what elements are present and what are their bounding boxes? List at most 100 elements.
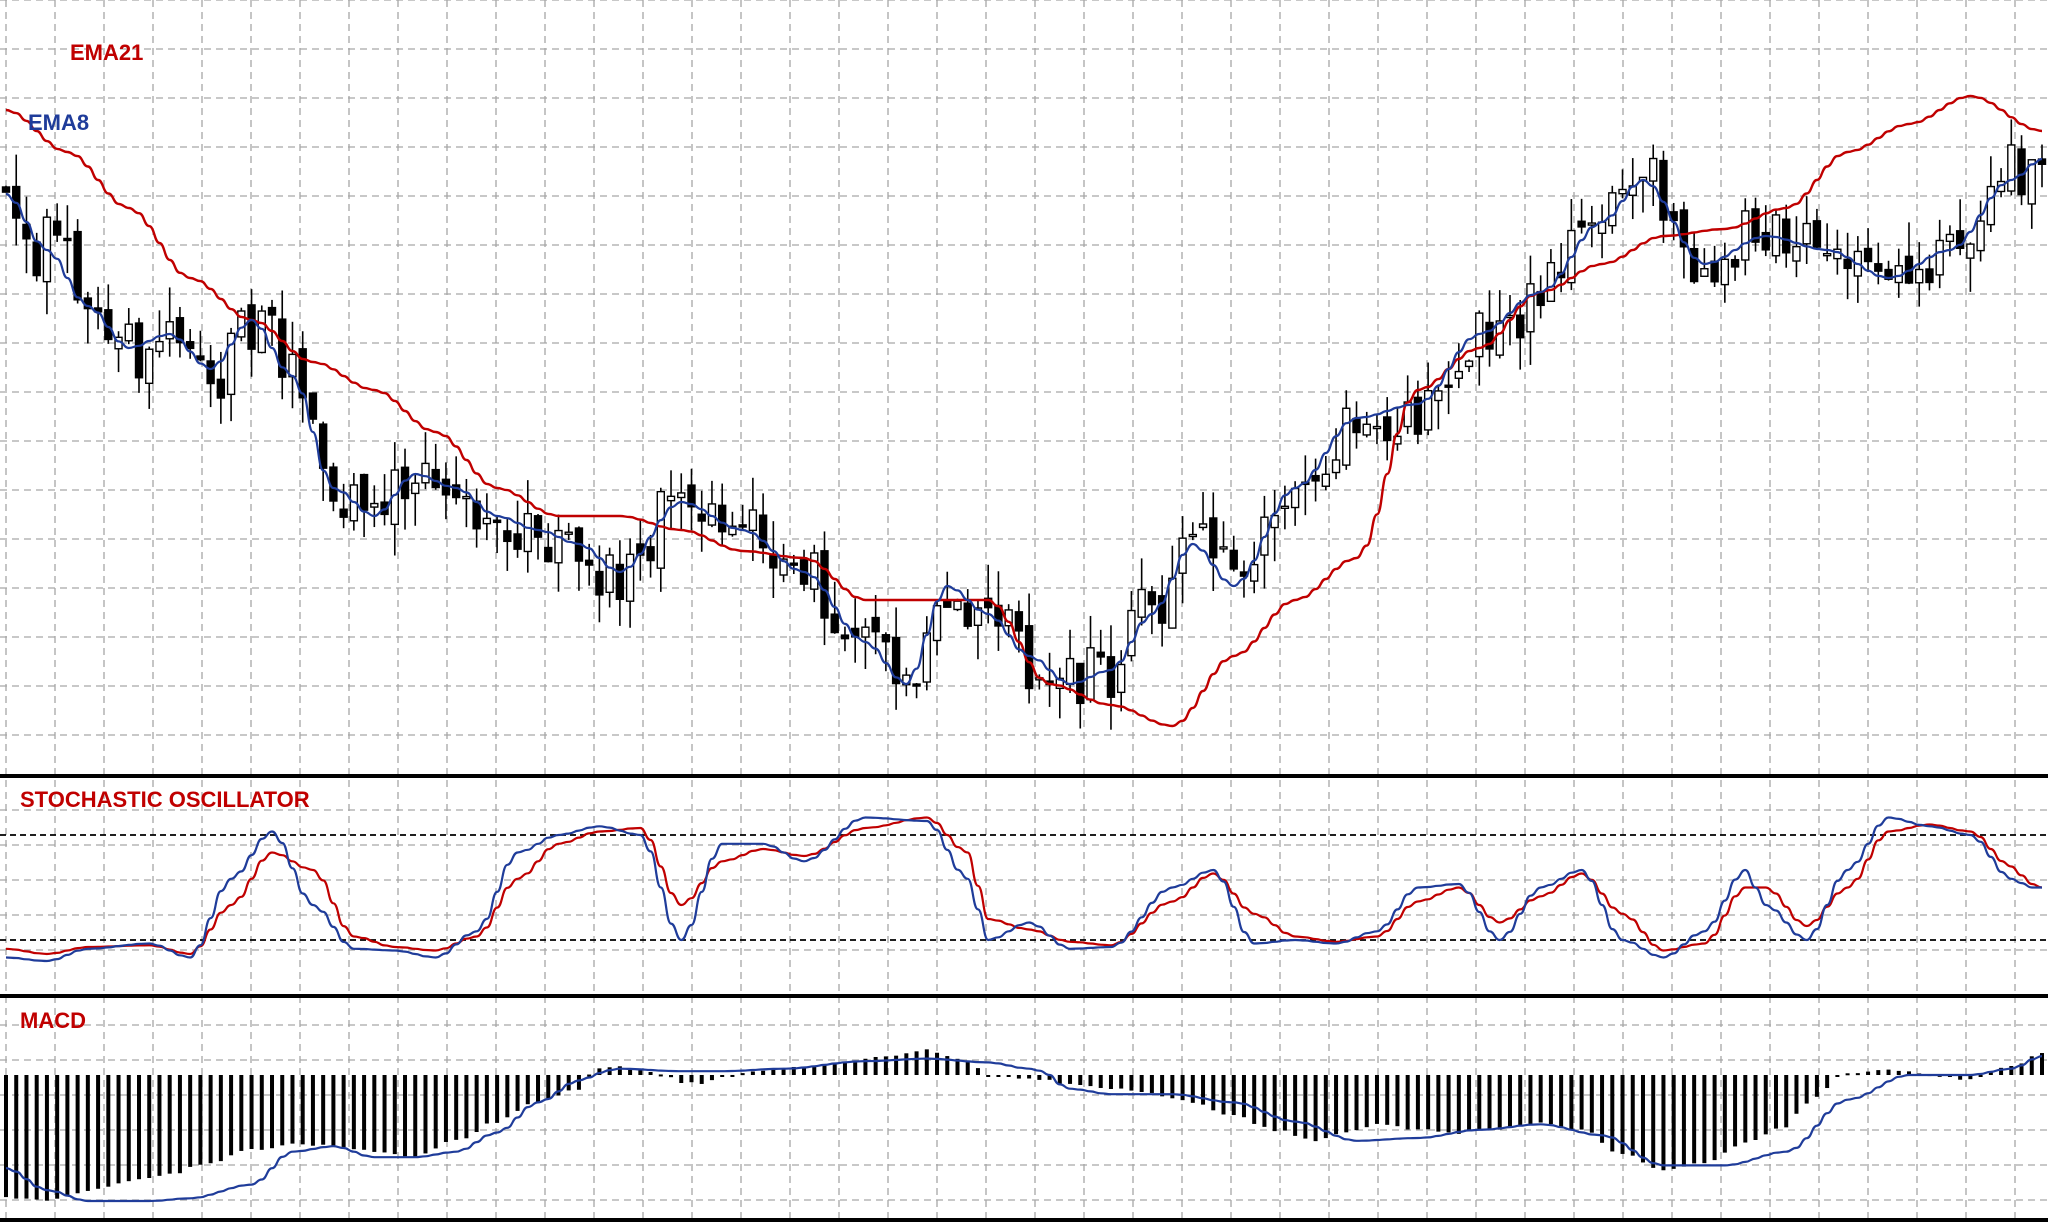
- macd-histogram-bar: [1896, 1070, 1901, 1075]
- macd-histogram-bar: [1661, 1075, 1666, 1171]
- candle-bearish: [584, 559, 594, 566]
- macd-histogram-bar: [249, 1075, 254, 1150]
- macd-histogram-bar: [1610, 1075, 1615, 1152]
- candle-bullish: [462, 495, 471, 500]
- candle-bullish: [1587, 222, 1597, 226]
- macd-histogram-bar: [771, 1069, 776, 1075]
- candle-bearish: [1106, 656, 1116, 698]
- candle-bearish: [52, 220, 62, 236]
- stochastic-title: STOCHASTIC OSCILLATOR: [20, 787, 310, 812]
- macd-histogram-bar: [536, 1075, 541, 1103]
- macd-histogram-bar: [1794, 1075, 1799, 1114]
- macd-histogram-bar: [1743, 1075, 1748, 1143]
- macd-histogram-bar: [1630, 1075, 1635, 1156]
- candle-bullish: [1454, 370, 1464, 379]
- candle-bullish: [728, 525, 737, 536]
- candle-bullish: [1792, 245, 1801, 262]
- macd-histogram-bar: [648, 1071, 653, 1075]
- macd-histogram-bar: [1078, 1075, 1083, 1085]
- candle-bearish: [32, 241, 41, 277]
- candle-bullish: [666, 495, 676, 502]
- macd-histogram-bar: [1006, 1075, 1011, 1077]
- candle-bearish: [1096, 651, 1105, 658]
- candle-bullish: [1198, 523, 1208, 529]
- candle-bullish: [1915, 268, 1924, 284]
- macd-histogram-bar: [975, 1068, 980, 1075]
- macd-histogram-bar: [1988, 1071, 1993, 1075]
- candle-bearish: [758, 514, 768, 549]
- macd-histogram-bar: [1344, 1075, 1349, 1133]
- macd-histogram-bar: [720, 1075, 725, 1077]
- candle-bullish: [973, 607, 983, 627]
- candle-bearish: [1014, 611, 1024, 632]
- candle-bullish: [1127, 609, 1136, 657]
- macd-histogram-bar: [270, 1075, 275, 1149]
- candle-bearish: [63, 237, 72, 242]
- candle-bullish: [932, 605, 942, 642]
- macd-histogram-bar: [351, 1075, 356, 1150]
- candle-bearish: [871, 616, 880, 633]
- macd-histogram-bar: [1477, 1075, 1482, 1131]
- macd-histogram-bar: [1681, 1075, 1686, 1167]
- candle-bullish: [1618, 188, 1627, 195]
- macd-histogram-bar: [576, 1075, 581, 1090]
- macd-histogram-bar: [75, 1075, 80, 1194]
- candle-bearish: [1874, 263, 1883, 272]
- candle-bullish: [1250, 563, 1259, 582]
- candle-bearish: [339, 508, 348, 518]
- candle-bullish: [677, 492, 686, 499]
- candle-bullish: [1423, 389, 1433, 431]
- candle-bullish: [810, 552, 819, 590]
- macd-histogram-bar: [730, 1074, 735, 1077]
- macd-histogram-bar: [1129, 1075, 1134, 1091]
- macd-histogram-bar: [587, 1074, 592, 1077]
- macd-histogram-bar: [1733, 1075, 1738, 1147]
- candle-bullish: [1802, 222, 1811, 245]
- macd-histogram-bar: [1313, 1075, 1318, 1142]
- stochastic-k-line: [5, 816, 2042, 963]
- candle-bearish: [380, 501, 389, 516]
- macd-histogram-bar: [1528, 1075, 1533, 1125]
- candle-bullish: [165, 321, 174, 340]
- macd-histogram-bar: [1559, 1075, 1564, 1127]
- macd-histogram-bar: [1784, 1075, 1789, 1128]
- candle-bullish: [1649, 157, 1658, 182]
- candle-bearish: [697, 513, 706, 522]
- candle-bullish: [1526, 283, 1535, 333]
- macd-histogram-bar: [1589, 1075, 1594, 1133]
- candle-bearish: [73, 230, 82, 301]
- macd-histogram-bar: [863, 1058, 868, 1075]
- macd-histogram-bar: [1180, 1075, 1185, 1101]
- macd-histogram-bar: [2040, 1053, 2044, 1075]
- macd-histogram-bar: [2009, 1066, 2014, 1075]
- macd-histogram-bar: [1119, 1075, 1124, 1089]
- macd-histogram-bar: [945, 1056, 950, 1075]
- macd-histogram-bar: [1057, 1075, 1062, 1084]
- macd-histogram-bar: [443, 1075, 448, 1142]
- candle-bullish: [1055, 677, 1065, 690]
- macd-histogram-bar: [955, 1058, 960, 1075]
- candle-bearish: [451, 484, 461, 499]
- macd-histogram-bar: [85, 1075, 90, 1191]
- candle-bearish: [359, 473, 369, 511]
- candle-bearish: [1710, 260, 1719, 283]
- macd-histogram-bar: [1068, 1075, 1073, 1084]
- macd-histogram-bar: [1866, 1071, 1871, 1075]
- macd-histogram-bar: [802, 1066, 807, 1075]
- candle-bullish: [1331, 459, 1341, 474]
- candle-bullish: [482, 517, 492, 525]
- macd-histogram-bar: [699, 1075, 704, 1084]
- macd-histogram-bar: [1037, 1075, 1042, 1080]
- macd-histogram-bar: [1712, 1075, 1717, 1161]
- candle-bullish: [421, 462, 430, 484]
- macd-histogram-bar: [1436, 1075, 1441, 1132]
- macd-title: MACD: [20, 1008, 86, 1033]
- candle-bullish: [1434, 390, 1443, 402]
- candle-bearish: [267, 306, 277, 316]
- stochastic-d-line: [5, 816, 2043, 956]
- macd-histogram-bar: [147, 1075, 152, 1178]
- candle-bearish: [1884, 268, 1893, 280]
- candle-bearish: [1157, 595, 1167, 624]
- macd-histogram-bar: [1446, 1075, 1451, 1133]
- macd-histogram-bar: [1876, 1070, 1881, 1075]
